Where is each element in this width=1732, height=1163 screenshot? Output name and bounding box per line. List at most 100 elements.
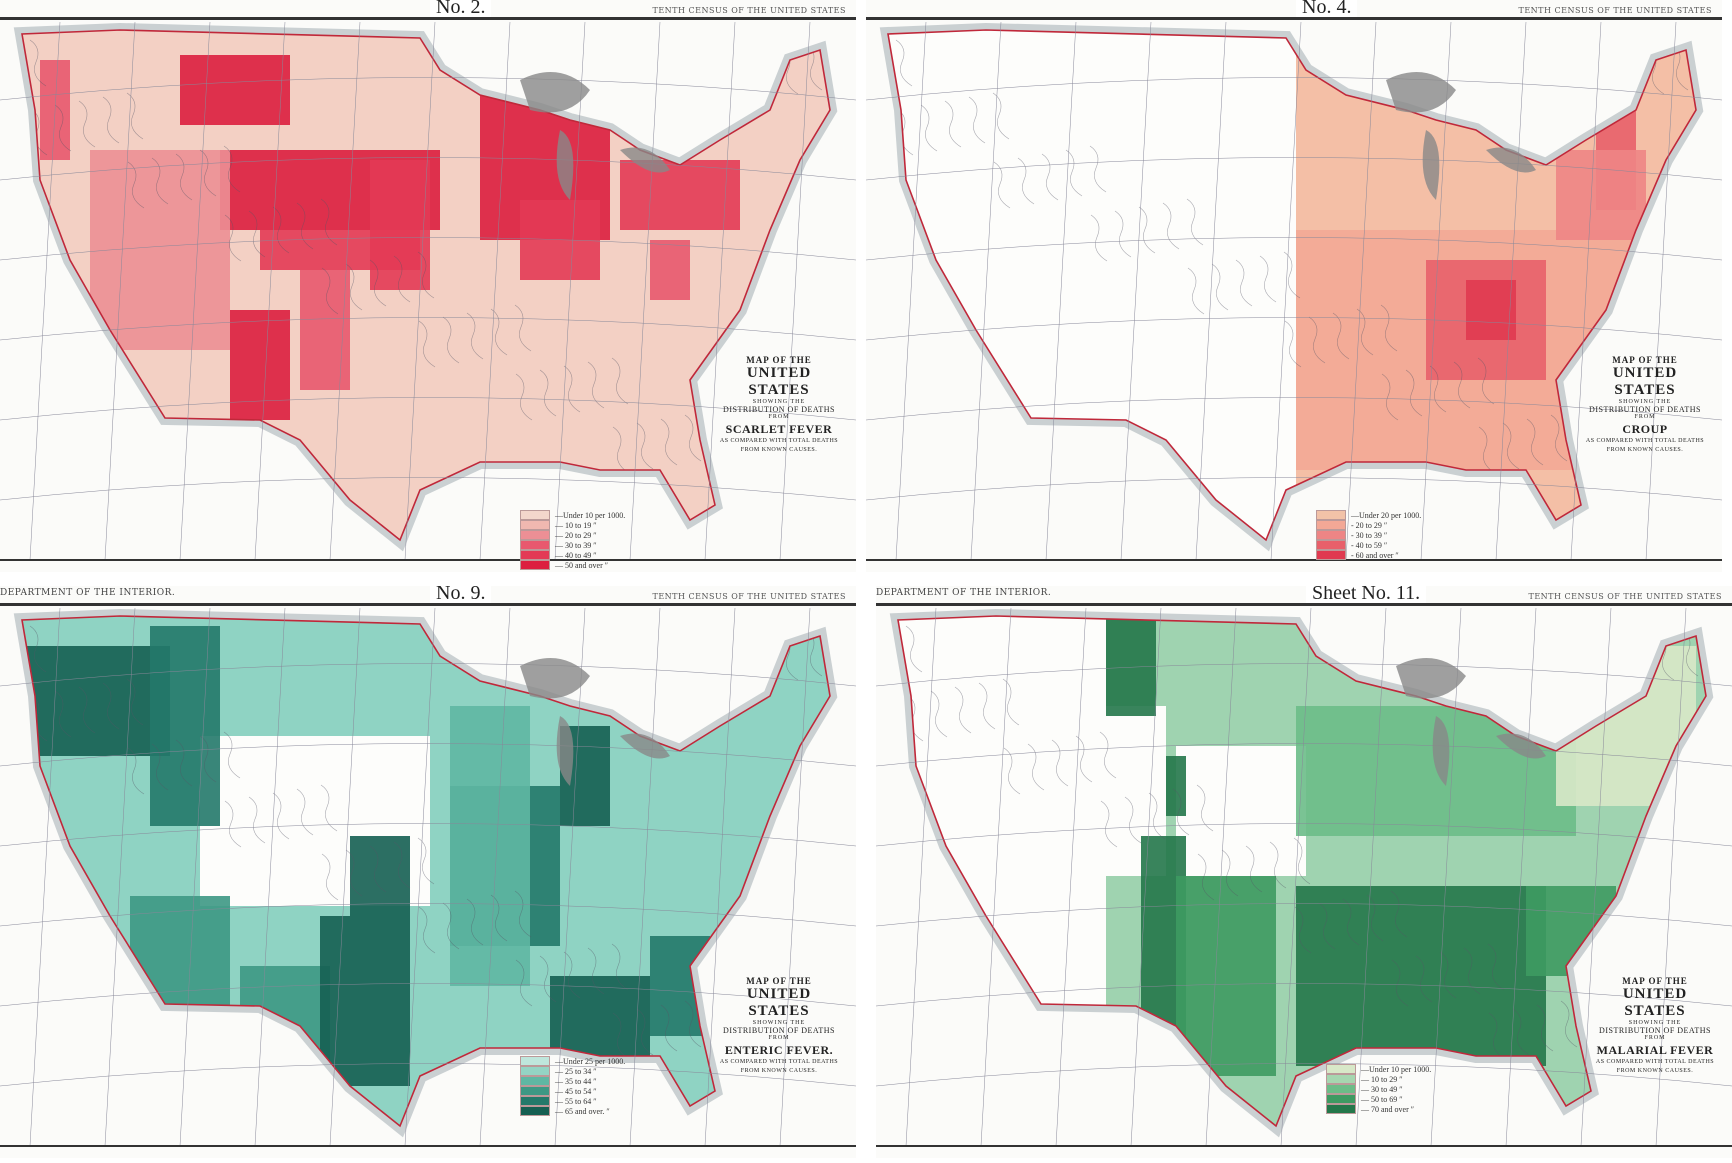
river bbox=[1221, 849, 1239, 897]
graticule-meridian bbox=[104, 21, 136, 561]
graticule-meridian bbox=[554, 607, 586, 1147]
river bbox=[199, 735, 217, 783]
graticule-parallel bbox=[866, 317, 1722, 341]
river bbox=[684, 1000, 702, 1048]
graticule-parallel bbox=[866, 157, 1722, 181]
graticule-parallel bbox=[0, 983, 856, 1007]
census-map-sheet: No. 4. TENTH CENSUS OF THE UNITED STATES… bbox=[866, 0, 1722, 572]
census-header: TENTH CENSUS OF THE UNITED STATES bbox=[1518, 6, 1712, 15]
region-shade bbox=[1106, 616, 1156, 716]
national-border bbox=[887, 29, 1697, 542]
river bbox=[1099, 731, 1117, 779]
river bbox=[1065, 149, 1083, 197]
river bbox=[345, 849, 363, 897]
graticule-meridian bbox=[1045, 21, 1077, 561]
river bbox=[1560, 1000, 1578, 1048]
legend-label: — 10 to 19 ″ bbox=[555, 520, 597, 530]
graticule-meridian bbox=[1420, 21, 1452, 561]
river bbox=[393, 841, 411, 889]
graticule-parallel bbox=[866, 397, 1722, 421]
river bbox=[272, 206, 290, 254]
river bbox=[1356, 308, 1374, 356]
region-shade bbox=[300, 270, 350, 390]
legend-swatch bbox=[1326, 1084, 1356, 1094]
river bbox=[1027, 743, 1045, 791]
graticule-meridian bbox=[1345, 21, 1377, 561]
river bbox=[1463, 947, 1481, 995]
river bbox=[175, 153, 193, 201]
river bbox=[660, 1004, 678, 1052]
river bbox=[1075, 735, 1093, 783]
river bbox=[611, 357, 629, 405]
river bbox=[944, 100, 962, 148]
title-line: DISTRIBUTION OF DEATHS bbox=[723, 1026, 835, 1035]
region-shade bbox=[1556, 150, 1646, 240]
region-shade bbox=[650, 240, 690, 300]
legend-item: — 30 to 49 ″ bbox=[1326, 1084, 1431, 1094]
legend-label: - 40 to 59 ″ bbox=[1351, 540, 1388, 550]
river bbox=[1172, 788, 1190, 836]
legend-item: —Under 25 per 1000. bbox=[520, 1056, 625, 1066]
region-shade bbox=[1466, 280, 1516, 340]
graticule-meridian bbox=[895, 21, 927, 561]
legend-label: - 60 and over ″ bbox=[1351, 550, 1399, 560]
graticule-parallel bbox=[876, 983, 1732, 1007]
legend-label: - 20 to 29 ″ bbox=[1351, 520, 1388, 530]
graticule-parallel bbox=[0, 77, 856, 101]
river bbox=[1294, 906, 1312, 954]
region-shade bbox=[90, 150, 230, 350]
river bbox=[1002, 678, 1020, 726]
river bbox=[1124, 796, 1142, 844]
river bbox=[636, 1008, 654, 1056]
region-shade bbox=[260, 230, 420, 270]
legend-label: — 45 to 54 ″ bbox=[555, 1086, 597, 1096]
river bbox=[1526, 418, 1544, 466]
graticule-parallel bbox=[0, 743, 856, 767]
river bbox=[1502, 422, 1520, 470]
legend-item: —Under 20 per 1000. bbox=[1316, 510, 1421, 520]
river bbox=[1051, 739, 1069, 787]
graticule-meridian bbox=[479, 21, 511, 561]
title-line: FROM KNOWN CAUSES. bbox=[740, 1068, 818, 1074]
river bbox=[1380, 304, 1398, 352]
graticule-meridian bbox=[329, 21, 361, 561]
graticule-meridian bbox=[1655, 607, 1687, 1147]
graticule-meridian bbox=[970, 21, 1002, 561]
river bbox=[905, 625, 923, 673]
river bbox=[1100, 800, 1118, 848]
legend-label: — 20 to 29 ″ bbox=[555, 530, 597, 540]
region-shade bbox=[150, 626, 220, 826]
river bbox=[563, 951, 581, 999]
graticule-meridian bbox=[629, 21, 661, 561]
river bbox=[514, 304, 532, 352]
census-header: TENTH CENSUS OF THE UNITED STATES bbox=[652, 592, 846, 601]
river bbox=[1318, 902, 1336, 950]
river bbox=[1089, 145, 1107, 193]
legend-swatch bbox=[1326, 1064, 1356, 1074]
river bbox=[660, 418, 678, 466]
graticule-meridian bbox=[629, 607, 661, 1147]
legend-label: - 30 to 39 ″ bbox=[1351, 530, 1388, 540]
river bbox=[393, 255, 411, 303]
river bbox=[1090, 214, 1108, 262]
river bbox=[1342, 898, 1360, 946]
river bbox=[895, 39, 913, 87]
header-rule bbox=[866, 17, 1722, 20]
river bbox=[1114, 210, 1132, 258]
river bbox=[224, 214, 242, 262]
legend-label: —Under 10 per 1000. bbox=[1361, 1064, 1432, 1074]
river bbox=[369, 845, 387, 893]
legend-label: — 10 to 29 ″ bbox=[1361, 1074, 1403, 1084]
river bbox=[1536, 1004, 1554, 1052]
legend-swatch bbox=[520, 520, 550, 530]
river bbox=[1017, 157, 1035, 205]
graticule-meridian bbox=[1280, 607, 1312, 1147]
river bbox=[321, 853, 339, 901]
river bbox=[272, 792, 290, 840]
legend-item: — 35 to 44 ″ bbox=[520, 1076, 625, 1086]
river bbox=[978, 682, 996, 730]
river bbox=[29, 39, 47, 87]
title-line: MAP OF THE bbox=[746, 355, 812, 365]
graticule-meridian bbox=[329, 607, 361, 1147]
river bbox=[224, 800, 242, 848]
